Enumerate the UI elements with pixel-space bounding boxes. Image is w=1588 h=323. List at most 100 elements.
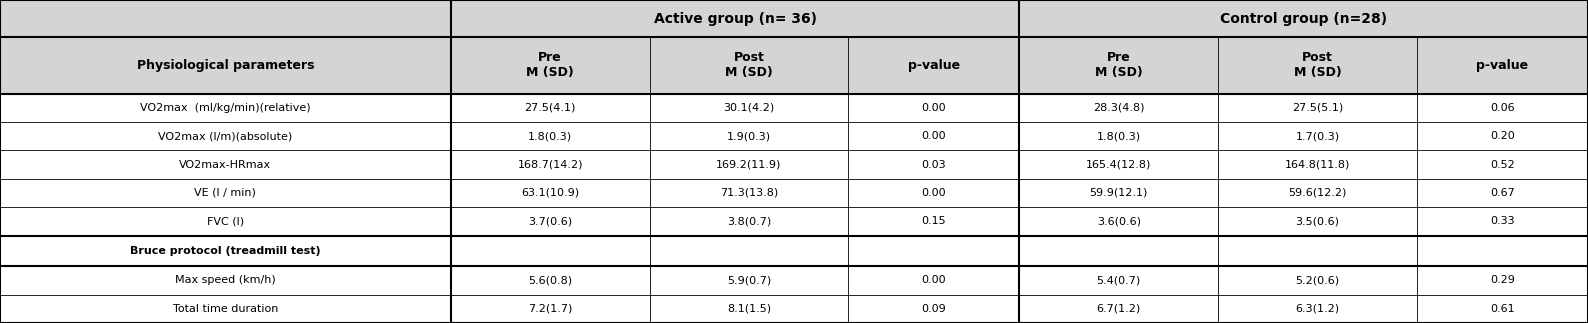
Bar	[1019, 122, 1218, 151]
Text: Post
M (SD): Post M (SD)	[1294, 51, 1342, 79]
Bar	[848, 94, 1019, 122]
Text: 27.5(4.1): 27.5(4.1)	[524, 103, 576, 113]
Bar	[1019, 151, 1218, 179]
Text: 0.00: 0.00	[921, 188, 946, 198]
Text: p-value: p-value	[1477, 59, 1529, 72]
Text: 0.20: 0.20	[1490, 131, 1515, 141]
Text: 0.03: 0.03	[921, 160, 946, 170]
Text: 30.1(4.2): 30.1(4.2)	[723, 103, 775, 113]
Bar	[649, 179, 848, 207]
Text: VO2max (l/m)(absolute): VO2max (l/m)(absolute)	[159, 131, 292, 141]
Bar	[649, 37, 848, 94]
Text: 164.8(11.8): 164.8(11.8)	[1285, 160, 1350, 170]
Bar	[0, 295, 451, 323]
Bar	[1019, 266, 1218, 295]
Bar	[451, 94, 649, 122]
Text: 0.52: 0.52	[1490, 160, 1515, 170]
Text: Physiological parameters: Physiological parameters	[137, 59, 314, 72]
Text: VO2max  (ml/kg/min)(relative): VO2max (ml/kg/min)(relative)	[140, 103, 311, 113]
Bar	[1416, 295, 1588, 323]
Bar	[0, 0, 451, 37]
Bar	[1416, 37, 1588, 94]
Bar	[649, 94, 848, 122]
Bar	[1019, 37, 1218, 94]
Text: 1.9(0.3): 1.9(0.3)	[727, 131, 772, 141]
Text: Pre
M (SD): Pre M (SD)	[526, 51, 575, 79]
Bar	[1416, 235, 1588, 266]
Text: Max speed (km/h): Max speed (km/h)	[175, 276, 276, 286]
Bar	[848, 235, 1019, 266]
Text: 1.7(0.3): 1.7(0.3)	[1296, 131, 1340, 141]
Bar	[1019, 179, 1218, 207]
Bar	[649, 151, 848, 179]
Text: 1.8(0.3): 1.8(0.3)	[529, 131, 572, 141]
Text: 0.00: 0.00	[921, 276, 946, 286]
Text: 7.2(1.7): 7.2(1.7)	[527, 304, 572, 314]
Text: 0.09: 0.09	[921, 304, 946, 314]
Text: VE (l / min): VE (l / min)	[194, 188, 256, 198]
Bar	[1218, 266, 1416, 295]
Bar	[0, 266, 451, 295]
Text: 0.06: 0.06	[1490, 103, 1515, 113]
Bar	[451, 266, 649, 295]
Bar	[1218, 151, 1416, 179]
Bar	[1218, 37, 1416, 94]
Bar	[1416, 179, 1588, 207]
Bar	[848, 151, 1019, 179]
Text: 6.3(1.2): 6.3(1.2)	[1296, 304, 1340, 314]
Bar	[848, 207, 1019, 235]
Text: 0.00: 0.00	[921, 131, 946, 141]
Bar	[848, 266, 1019, 295]
Bar	[649, 295, 848, 323]
Bar	[451, 207, 649, 235]
Bar	[1416, 266, 1588, 295]
Bar	[451, 122, 649, 151]
Text: 0.61: 0.61	[1490, 304, 1515, 314]
Text: 63.1(10.9): 63.1(10.9)	[521, 188, 580, 198]
Bar	[649, 122, 848, 151]
Text: 0.29: 0.29	[1490, 276, 1515, 286]
Bar	[1019, 235, 1218, 266]
Bar	[0, 179, 451, 207]
Bar	[1218, 235, 1416, 266]
Bar	[848, 37, 1019, 94]
Bar	[649, 266, 848, 295]
Text: Total time duration: Total time duration	[173, 304, 278, 314]
Text: Pre
M (SD): Pre M (SD)	[1094, 51, 1143, 79]
Text: 8.1(1.5): 8.1(1.5)	[727, 304, 772, 314]
Text: 59.9(12.1): 59.9(12.1)	[1089, 188, 1148, 198]
Bar	[1218, 207, 1416, 235]
Text: FVC (l): FVC (l)	[206, 216, 245, 226]
Bar	[1416, 94, 1588, 122]
Bar	[0, 151, 451, 179]
Text: 3.8(0.7): 3.8(0.7)	[727, 216, 772, 226]
Text: 165.4(12.8): 165.4(12.8)	[1086, 160, 1151, 170]
Text: 27.5(5.1): 27.5(5.1)	[1293, 103, 1343, 113]
Bar	[451, 0, 1019, 37]
Bar	[0, 37, 451, 94]
Text: 3.7(0.6): 3.7(0.6)	[529, 216, 572, 226]
Bar	[1218, 179, 1416, 207]
Bar	[1218, 122, 1416, 151]
Text: 0.15: 0.15	[921, 216, 946, 226]
Bar	[848, 122, 1019, 151]
Bar	[451, 37, 649, 94]
Bar	[451, 235, 649, 266]
Bar	[0, 207, 451, 235]
Text: 59.6(12.2): 59.6(12.2)	[1288, 188, 1347, 198]
Text: 3.6(0.6): 3.6(0.6)	[1097, 216, 1140, 226]
Bar	[848, 295, 1019, 323]
Text: 168.7(14.2): 168.7(14.2)	[518, 160, 583, 170]
Bar	[1218, 94, 1416, 122]
Bar	[1218, 295, 1416, 323]
Bar	[1019, 0, 1588, 37]
Bar	[848, 179, 1019, 207]
Text: 0.00: 0.00	[921, 103, 946, 113]
Text: VO2max-HRmax: VO2max-HRmax	[179, 160, 272, 170]
Bar	[1019, 295, 1218, 323]
Text: 5.6(0.8): 5.6(0.8)	[529, 276, 572, 286]
Bar	[0, 122, 451, 151]
Text: 0.67: 0.67	[1490, 188, 1515, 198]
Bar	[649, 207, 848, 235]
Text: Post
M (SD): Post M (SD)	[726, 51, 773, 79]
